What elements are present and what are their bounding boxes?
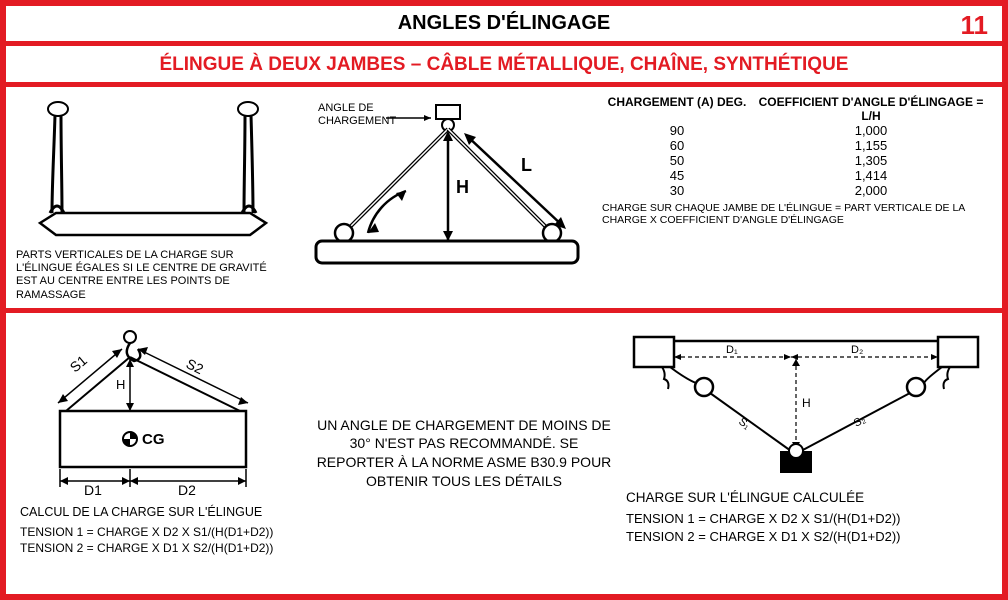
table-head: CHARGEMENT (A) DEG. COEFFICIENT D'ANGLE …: [602, 95, 990, 123]
sling-equal-diagram: [28, 95, 278, 245]
warning-text: UN ANGLE DE CHARGEMENT DE MOINS DE 30° N…: [314, 416, 614, 492]
table-row: 601,155: [602, 138, 990, 153]
subtitle: ÉLINGUE À DEUX JAMBES – CÂBLE MÉTALLIQUE…: [6, 46, 1002, 87]
calc-left-t2: TENSION 2 = CHARGE X D1 X S2/(H(D1+D2)): [20, 540, 298, 556]
label-S1b: S₁: [736, 415, 752, 431]
th-coef: COEFFICIENT D'ANGLE D'ÉLINGAGE = L/H: [752, 95, 990, 123]
header: ANGLES D'ÉLINGAGE 11: [6, 6, 1002, 46]
calc-left: CALCUL DE LA CHARGE SUR L'ÉLINGUE TENSIO…: [20, 504, 298, 556]
label-S2: S2: [184, 355, 207, 377]
label-L: L: [521, 155, 532, 175]
angle-label: ANGLE DE: [318, 102, 374, 114]
panel-equal-load: PARTS VERTICALES DE LA CHARGE SUR L'ÉLIN…: [6, 87, 296, 308]
label-D1: D1: [84, 482, 102, 498]
panel-angle-diagram: ANGLE DE CHARGEMENT: [296, 87, 596, 308]
sling-angle-card: ANGLES D'ÉLINGAGE 11 ÉLINGUE À DEUX JAMB…: [0, 0, 1008, 600]
spreader-diagram: D₁ D₂ S₁ S₂ H: [626, 323, 986, 483]
label-D2b: D₂: [851, 344, 863, 356]
label-H2: H: [116, 377, 125, 392]
calc-left-panel: S1 S2 H CG D1: [6, 313, 306, 594]
table-row: 302,000: [602, 183, 990, 198]
calc-right-t2: TENSION 2 = CHARGE X D1 X S2/(H(D1+D2)): [626, 528, 988, 546]
table-row: 451,414: [602, 168, 990, 183]
label-Hb: H: [802, 396, 811, 410]
calc-right-panel: D₁ D₂ S₁ S₂ H: [622, 313, 1002, 594]
offset-cg-diagram: S1 S2 H CG D1: [20, 323, 290, 498]
label-H: H: [456, 177, 469, 197]
angle-table: CHARGEMENT (A) DEG. COEFFICIENT D'ANGLE …: [596, 87, 1002, 308]
svg-text:CHARGEMENT: CHARGEMENT: [318, 115, 397, 127]
label-CG: CG: [142, 431, 165, 448]
calc-left-t1: TENSION 1 = CHARGE X D2 X S1/(H(D1+D2)): [20, 524, 298, 540]
page-number: 11: [961, 10, 989, 41]
equal-load-note: PARTS VERTICALES DE LA CHARGE SUR L'ÉLIN…: [16, 249, 290, 302]
bottom-row: S1 S2 H CG D1: [6, 313, 1002, 594]
angle-diagram: ANGLE DE CHARGEMENT: [296, 93, 596, 273]
calc-right-t1: TENSION 1 = CHARGE X D2 X S1/(H(D1+D2)): [626, 510, 988, 528]
calc-right-title: CHARGE SUR L'ÉLINGUE CALCULÉE: [626, 489, 988, 507]
mid-warning: UN ANGLE DE CHARGEMENT DE MOINS DE 30° N…: [306, 313, 622, 594]
table-footnote: CHARGE SUR CHAQUE JAMBE DE L'ÉLINGUE = P…: [602, 202, 990, 226]
table-row: 901,000: [602, 123, 990, 138]
label-S1: S1: [67, 352, 91, 375]
calc-left-title: CALCUL DE LA CHARGE SUR L'ÉLINGUE: [20, 504, 298, 521]
table-row: 501,305: [602, 153, 990, 168]
top-row: PARTS VERTICALES DE LA CHARGE SUR L'ÉLIN…: [6, 87, 1002, 313]
page-title: ANGLES D'ÉLINGAGE: [398, 12, 611, 35]
label-D1b: D₁: [726, 344, 738, 356]
th-angle: CHARGEMENT (A) DEG.: [602, 95, 752, 123]
label-D2: D2: [178, 482, 196, 498]
calc-right: CHARGE SUR L'ÉLINGUE CALCULÉE TENSION 1 …: [626, 489, 988, 545]
